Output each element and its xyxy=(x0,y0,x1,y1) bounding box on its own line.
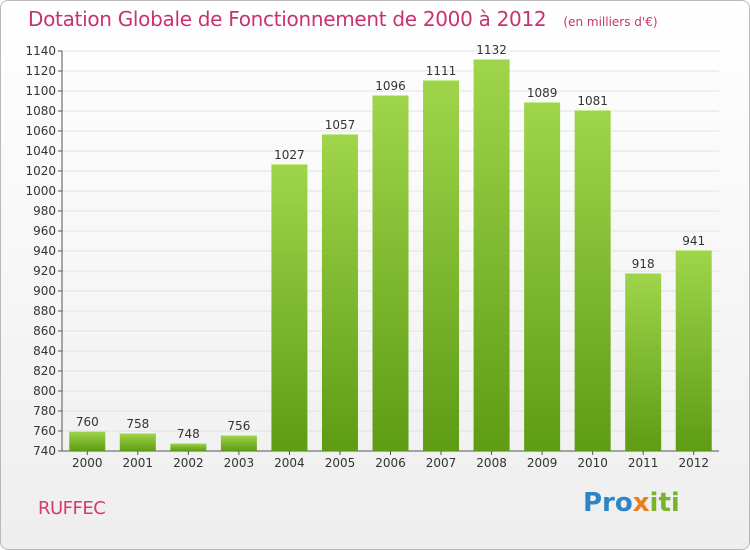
y-tick-label: 920 xyxy=(33,264,56,278)
bar-2000 xyxy=(69,431,106,451)
data-label: 756 xyxy=(227,419,250,433)
y-tick-label: 940 xyxy=(33,244,56,258)
chart-header: Dotation Globale de Fonctionnement de 20… xyxy=(28,7,658,31)
x-tick-label: 2001 xyxy=(123,456,154,470)
bar-2012 xyxy=(675,250,712,451)
data-label: 918 xyxy=(632,257,655,271)
tick-labels: 740 760 780 800 820 840 860 880 900 920 940 960 980 1… xyxy=(25,44,709,470)
y-tick-label: 1080 xyxy=(25,104,56,118)
commune-name: RUFFEC xyxy=(38,498,106,519)
data-label: 1132 xyxy=(476,43,507,57)
x-tick-label: 2005 xyxy=(325,456,356,470)
y-tick-label: 1020 xyxy=(25,164,56,178)
y-tick-label: 780 xyxy=(33,404,56,418)
bar-2001 xyxy=(119,433,156,451)
y-tick-label: 900 xyxy=(33,284,56,298)
data-label: 1111 xyxy=(426,64,457,78)
bar-2006 xyxy=(372,95,409,451)
chart-subtitle: (en milliers d'€) xyxy=(563,15,658,29)
bar-2010 xyxy=(574,110,611,451)
y-tick-label: 1000 xyxy=(25,184,56,198)
bar-2003 xyxy=(220,435,257,451)
x-tick-label: 2011 xyxy=(628,456,659,470)
y-tick-label: 960 xyxy=(33,224,56,238)
bar-2004 xyxy=(271,164,308,451)
data-label: 748 xyxy=(177,427,200,441)
y-tick-label: 860 xyxy=(33,324,56,338)
y-tick-label: 1140 xyxy=(25,44,56,58)
bar-2008 xyxy=(473,59,510,451)
data-label: 1096 xyxy=(375,79,406,93)
data-label: 1027 xyxy=(274,148,305,162)
x-tick-label: 2012 xyxy=(678,456,709,470)
data-label: 1057 xyxy=(325,118,356,132)
y-tick-label: 880 xyxy=(33,304,56,318)
y-tick-label: 1100 xyxy=(25,84,56,98)
x-tick-label: 2007 xyxy=(426,456,457,470)
x-tick-label: 2003 xyxy=(224,456,255,470)
data-label: 941 xyxy=(682,234,705,248)
data-label: 1089 xyxy=(527,86,558,100)
y-tick-label: 800 xyxy=(33,384,56,398)
data-label: 1081 xyxy=(577,94,608,108)
y-tick-label: 1060 xyxy=(25,124,56,138)
data-label: 760 xyxy=(76,415,99,429)
y-tick-label: 1040 xyxy=(25,144,56,158)
y-tick-label: 740 xyxy=(33,444,56,458)
x-tick-label: 2002 xyxy=(173,456,204,470)
data-labels: 760 758 748 756 1027 1057 1096 1111 1132 1089 1081… xyxy=(76,43,705,441)
bar-2005 xyxy=(321,134,358,451)
bars xyxy=(69,59,712,451)
y-tick-label: 1120 xyxy=(25,64,56,78)
y-tick-label: 840 xyxy=(33,344,56,358)
y-tick-label: 760 xyxy=(33,424,56,438)
proxiti-logo: Proxiti xyxy=(583,488,680,518)
x-tick-label: 2006 xyxy=(375,456,406,470)
bar-2011 xyxy=(625,273,662,451)
bar-2009 xyxy=(524,102,561,451)
x-tick-label: 2008 xyxy=(476,456,507,470)
y-tick-label: 820 xyxy=(33,364,56,378)
x-tick-label: 2009 xyxy=(527,456,558,470)
bar-2007 xyxy=(423,80,460,451)
x-tick-label: 2000 xyxy=(72,456,103,470)
y-tick-label: 980 xyxy=(33,204,56,218)
chart-title: Dotation Globale de Fonctionnement de 20… xyxy=(28,7,547,31)
data-label: 758 xyxy=(126,417,149,431)
bar-2002 xyxy=(170,443,207,451)
x-tick-label: 2010 xyxy=(577,456,608,470)
x-tick-label: 2004 xyxy=(274,456,305,470)
